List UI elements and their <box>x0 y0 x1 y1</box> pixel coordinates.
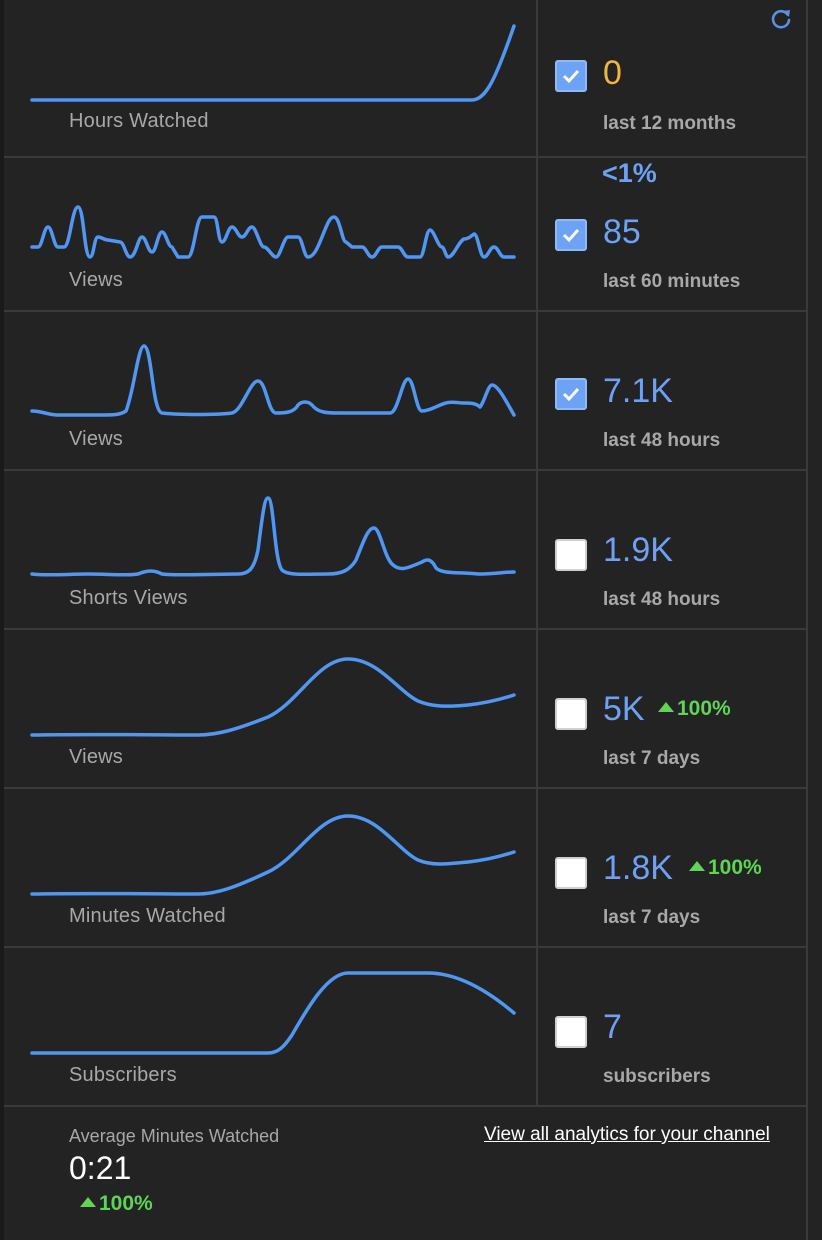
metric-row-views-60-minutes: Views <1% 85 last 60 minutes <box>4 152 806 312</box>
metric-value: 7.1K <box>603 372 673 410</box>
metric-change: 100% <box>658 697 731 721</box>
up-triangle-icon <box>689 861 705 871</box>
metric-period: last 60 minutes <box>603 271 741 292</box>
checkmark-icon <box>562 69 580 84</box>
metric-period: last 7 days <box>603 907 701 928</box>
metric-row-views-7-days: Views 5K 100% last 7 days <box>4 629 806 789</box>
column-divider <box>536 788 538 946</box>
metric-checkbox[interactable] <box>555 698 587 730</box>
metric-period: last 48 hours <box>603 589 721 610</box>
checkmark-icon <box>562 387 580 402</box>
metric-label: Subscribers <box>69 1064 177 1086</box>
column-divider <box>536 152 538 310</box>
metric-checkbox[interactable] <box>555 1016 587 1048</box>
avg-minutes-change: 100% <box>80 1192 153 1216</box>
metric-value: 85 <box>603 213 641 251</box>
up-triangle-icon <box>658 702 674 712</box>
metric-checkbox[interactable] <box>555 539 587 571</box>
metric-value: 7 <box>603 1008 622 1046</box>
column-divider <box>536 470 538 628</box>
sparkline-views-60-minutes <box>30 205 516 259</box>
metric-change-value: 100% <box>708 856 762 879</box>
metric-period: last 7 days <box>603 748 701 769</box>
metric-checkbox-checked[interactable] <box>555 378 587 410</box>
metric-value: 1.8K <box>603 849 673 887</box>
metric-row-minutes-watched: Minutes Watched 1.8K 100% last 7 days <box>4 788 806 948</box>
sparkline-minutes-watched <box>30 814 516 896</box>
metric-period: last 48 hours <box>603 430 721 451</box>
footer: Average Minutes Watched 0:21 100% View a… <box>4 1106 806 1240</box>
metric-row-views-48-hours: Views 7.1K last 48 hours <box>4 311 806 471</box>
metric-checkbox[interactable] <box>555 857 587 889</box>
metric-value: 1.9K <box>603 531 673 569</box>
analytics-panel <box>4 0 806 1240</box>
metric-change: 100% <box>689 856 762 880</box>
metric-percent: <1% <box>602 158 657 188</box>
metric-checkbox-checked[interactable] <box>555 60 587 92</box>
metric-change-value: 100% <box>677 697 731 720</box>
column-divider <box>536 629 538 787</box>
metric-period: subscribers <box>603 1066 711 1087</box>
metric-label: Views <box>69 746 123 768</box>
metric-value: 5K <box>603 690 645 728</box>
metric-label: Hours Watched <box>69 110 209 132</box>
sparkline-subscribers <box>30 971 516 1055</box>
metric-row-subscribers: Subscribers 7 subscribers <box>4 947 806 1107</box>
column-divider <box>536 0 538 156</box>
left-gutter <box>0 0 4 1240</box>
sparkline-shorts-views <box>30 496 516 577</box>
metric-period: last 12 months <box>603 113 737 134</box>
metric-checkbox-checked[interactable] <box>555 219 587 251</box>
avg-change-value: 100% <box>99 1192 153 1215</box>
sparkline-views-7-days <box>30 657 516 737</box>
sparkline-views-48-hours <box>30 344 516 417</box>
metric-label: Shorts Views <box>69 587 188 609</box>
metric-label: Minutes Watched <box>69 905 226 927</box>
sparkline-hours-watched <box>30 24 516 102</box>
checkmark-icon <box>562 228 580 243</box>
up-triangle-icon <box>80 1197 96 1207</box>
refresh-icon[interactable] <box>768 6 794 32</box>
metric-value: 0 <box>603 54 622 92</box>
column-divider <box>536 311 538 469</box>
avg-minutes-label: Average Minutes Watched <box>69 1126 280 1146</box>
metric-label: Views <box>69 269 123 291</box>
metric-row-hours-watched: Hours Watched 0 last 12 months <box>4 0 806 158</box>
metric-row-shorts-views: Shorts Views 1.9K last 48 hours <box>4 470 806 630</box>
column-divider <box>536 947 538 1105</box>
panel-scroll-edge <box>806 0 822 1240</box>
view-all-analytics-link[interactable]: View all analytics for your channel <box>484 1124 770 1145</box>
metric-label: Views <box>69 428 123 450</box>
avg-minutes-value: 0:21 <box>69 1150 132 1186</box>
